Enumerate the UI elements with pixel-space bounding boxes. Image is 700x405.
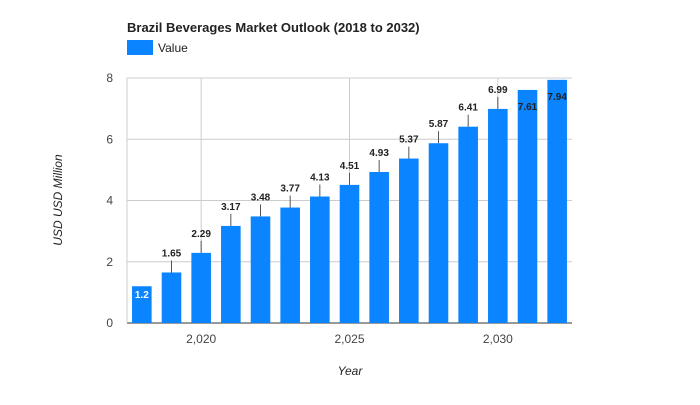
data-label: 4.51 <box>340 161 360 172</box>
bar <box>399 158 419 323</box>
y-tick-label: 0 <box>106 316 113 330</box>
legend-label: Value <box>158 41 188 55</box>
data-label: 4.93 <box>369 148 389 159</box>
bar <box>547 79 567 324</box>
x-tick-label: 2,025 <box>334 332 364 346</box>
data-label: 5.37 <box>399 135 419 146</box>
bar <box>517 89 538 323</box>
data-label: 2.29 <box>191 229 211 240</box>
bar <box>428 143 449 323</box>
data-label: 3.48 <box>251 192 271 203</box>
bar <box>339 184 360 323</box>
bar <box>250 216 271 323</box>
data-label: 4.13 <box>310 173 330 184</box>
y-tick-label: 6 <box>106 132 113 146</box>
bars <box>132 79 567 324</box>
data-label: 1.65 <box>162 248 182 259</box>
bar <box>161 272 182 323</box>
x-axis-title: Year <box>338 364 364 378</box>
data-label: 6.99 <box>488 85 508 96</box>
chart-title: Brazil Beverages Market Outlook (2018 to… <box>127 20 420 35</box>
bar <box>488 108 508 324</box>
bar <box>221 225 241 323</box>
y-axis-title: USD USD Million <box>51 154 65 246</box>
y-tick-label: 2 <box>106 255 113 269</box>
bar <box>191 252 211 323</box>
bar <box>369 172 389 323</box>
data-label: 3.17 <box>221 202 241 213</box>
bar <box>458 126 478 323</box>
ticks: 0 2 4 6 8 2,020 2,025 2,030 <box>106 71 513 346</box>
data-labels: 1.2 1.65 2.29 3.17 3.48 3.77 4.13 4.51 4.93 5.37 5… <box>135 85 567 301</box>
x-tick-label: 2,030 <box>483 332 513 346</box>
legend-swatch <box>127 40 153 55</box>
data-label: 5.87 <box>429 119 449 130</box>
bar <box>280 207 300 323</box>
data-label: 7.61 <box>518 102 538 113</box>
data-label: 3.77 <box>280 184 300 195</box>
bar <box>310 196 330 323</box>
data-label: 1.2 <box>135 290 149 301</box>
data-label: 7.94 <box>547 92 567 103</box>
bar <box>132 286 152 323</box>
data-label: 6.41 <box>458 103 478 114</box>
y-tick-label: 8 <box>106 71 113 85</box>
x-tick-label: 2,020 <box>186 332 216 346</box>
y-tick-label: 4 <box>106 194 113 208</box>
